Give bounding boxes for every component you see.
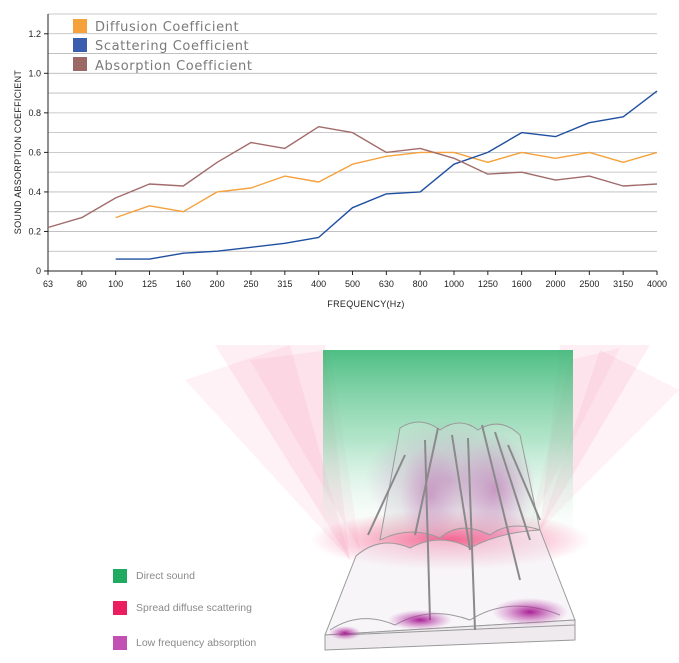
y-tick-label: 0.8 <box>28 108 41 118</box>
legend-direct-sound: Direct sound <box>113 569 195 583</box>
x-tick-label: 80 <box>77 279 87 289</box>
x-tick-label: 4000 <box>647 279 667 289</box>
low-frequency-absorption-label: Low frequency absorption <box>136 637 257 649</box>
x-tick-label: 63 <box>43 279 53 289</box>
x-tick-label: 160 <box>176 279 191 289</box>
x-tick-label: 500 <box>345 279 360 289</box>
panel-rods <box>367 424 541 631</box>
y-tick-label: 1.0 <box>28 68 41 78</box>
diffuse-scattering-swatch <box>113 601 127 615</box>
y-tick-labels: 0 0.2 0.4 0.6 0.8 1.0 1.2 <box>28 29 48 276</box>
x-tick-label: 3150 <box>613 279 633 289</box>
x-tick-labels: 63 80 100 125 160 200 250 315 400 500 630 800 1000 12… <box>43 271 667 289</box>
y-tick-label: 0.6 <box>28 147 41 157</box>
legend-label-absorption: Absorption Coefficient <box>95 59 253 74</box>
legend-swatch-diffusion <box>73 19 87 33</box>
x-tick-label: 1250 <box>478 279 498 289</box>
x-tick-label: 250 <box>243 279 258 289</box>
low-frequency-absorption-swatch <box>113 636 127 650</box>
x-tick-label: 200 <box>210 279 225 289</box>
series-line-0 <box>115 151 658 219</box>
x-tick-label: 630 <box>379 279 394 289</box>
x-tick-label: 2500 <box>579 279 599 289</box>
diffuse-scattering-label: Spread diffuse scattering <box>136 602 252 614</box>
y-axis-title: SOUND ABSORPTION COEFFICIENT <box>13 70 23 235</box>
y-tick-label: 0.4 <box>28 187 41 197</box>
low-frequency-absorption <box>329 598 568 640</box>
x-tick-label: 400 <box>311 279 326 289</box>
legend-label-scattering: Scattering Coefficient <box>95 39 249 54</box>
series-line-1 <box>115 90 658 260</box>
y-tick-label: 0.2 <box>28 226 41 236</box>
chart-legend: Diffusion Coefficient Scattering Coeffic… <box>73 19 253 74</box>
direct-sound-swatch <box>113 569 127 583</box>
legend-label-diffusion: Diffusion Coefficient <box>95 20 239 35</box>
series-lines <box>47 90 658 260</box>
panel-illustration <box>185 345 679 651</box>
coefficient-chart: 0 0.2 0.4 0.6 0.8 1.0 1.2 63 80 100 125 160 200 250 3… <box>13 13 667 309</box>
y-tick-label: 1.2 <box>28 29 41 39</box>
legend-swatch-scattering <box>73 38 87 52</box>
y-tick-label: 0 <box>36 266 41 276</box>
legend-diffuse-scattering: Spread diffuse scattering <box>113 601 252 615</box>
x-tick-label: 2000 <box>545 279 565 289</box>
x-tick-label: 1600 <box>512 279 532 289</box>
gridlines <box>48 13 657 252</box>
x-axis-title: FREQUENCY(Hz) <box>327 299 404 309</box>
legend-low-frequency-absorption: Low frequency absorption <box>113 636 256 650</box>
x-tick-label: 125 <box>142 279 157 289</box>
x-tick-label: 315 <box>277 279 292 289</box>
x-tick-label: 1000 <box>444 279 464 289</box>
x-tick-label: 100 <box>108 279 123 289</box>
direct-sound-label: Direct sound <box>136 570 195 582</box>
legend-swatch-absorption <box>73 57 87 71</box>
x-tick-label: 800 <box>413 279 428 289</box>
series-line-2 <box>47 125 658 229</box>
